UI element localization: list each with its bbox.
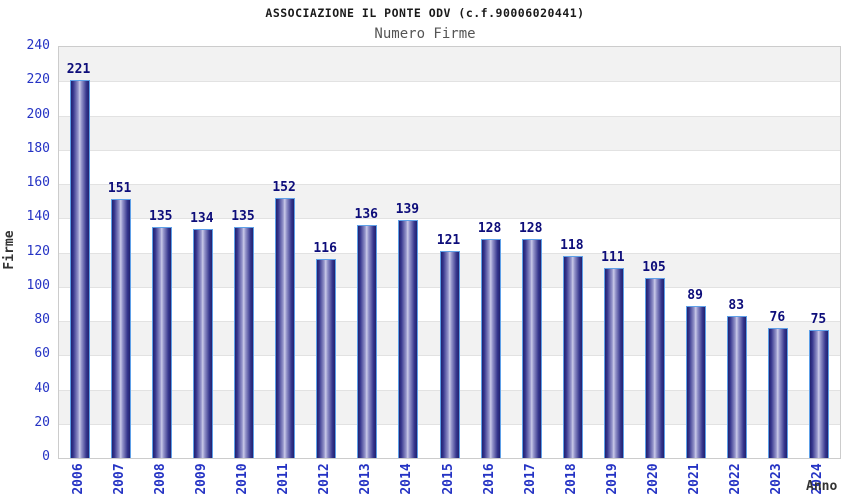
x-tick-label-2019: 2019 (604, 463, 620, 495)
x-tick-label-2015: 2015 (440, 463, 456, 495)
x-tick-label-2007: 2007 (111, 463, 127, 495)
gridline (59, 218, 840, 220)
y-tick-label: 0 (42, 449, 50, 464)
bar-2011 (275, 197, 296, 458)
x-tick-label-2017: 2017 (522, 463, 538, 495)
bar-2017 (521, 238, 542, 458)
bar-2012 (316, 259, 337, 458)
y-tick-label: 180 (26, 140, 50, 156)
grid-band (59, 218, 840, 253)
y-tick-label: 200 (26, 106, 50, 122)
bar-value-label: 136 (354, 207, 379, 223)
bar-2008 (151, 226, 172, 458)
y-tick-label: 220 (26, 72, 50, 88)
y-tick-label: 140 (26, 209, 50, 225)
gridline (59, 81, 840, 83)
x-tick-label-2013: 2013 (358, 463, 374, 495)
x-tick-label-2012: 2012 (317, 463, 333, 495)
grid-band (59, 184, 840, 219)
bar-value-label: 76 (769, 309, 786, 325)
bar-2016 (480, 238, 501, 458)
bar-2009 (192, 228, 213, 458)
chart-title: ASSOCIAZIONE IL PONTE ODV (c.f.900060204… (265, 6, 585, 20)
bar-2014 (398, 219, 419, 458)
x-tick-label-2021: 2021 (687, 463, 703, 495)
y-tick-label: 20 (34, 414, 50, 430)
x-tick-label-2014: 2014 (399, 463, 415, 495)
bar-value-label: 134 (190, 210, 214, 226)
bar-value-label: 152 (272, 179, 296, 195)
bar-2024 (809, 329, 830, 458)
grid-band (59, 115, 840, 150)
x-tick-label-2006: 2006 (70, 463, 86, 495)
bar-value-label: 135 (231, 208, 255, 224)
x-tick-label-2011: 2011 (276, 463, 292, 495)
y-tick-label: 60 (34, 346, 50, 362)
bar-2021 (686, 305, 707, 458)
x-tick-label-2010: 2010 (234, 463, 250, 495)
bar-2013 (357, 225, 378, 458)
x-tick-label-2009: 2009 (193, 463, 209, 495)
bar-value-label: 135 (149, 208, 173, 224)
y-tick-label: 120 (26, 243, 50, 259)
grid-band (59, 47, 840, 82)
bar-2018 (562, 255, 583, 458)
x-tick-label-2022: 2022 (728, 463, 744, 495)
bar-value-label: 139 (395, 201, 420, 217)
bar-value-label: 111 (601, 249, 625, 265)
bar-value-label: 128 (518, 220, 543, 236)
y-axis-title: Firme (2, 230, 17, 270)
bar-2010 (233, 226, 254, 458)
bar-2022 (727, 315, 748, 458)
y-tick-label: 160 (26, 175, 50, 190)
x-tick-label-2023: 2023 (769, 463, 785, 495)
bar-2007 (110, 199, 131, 458)
bar-value-label: 116 (313, 241, 337, 257)
x-tick-label-2008: 2008 (152, 463, 168, 495)
bar-value-label: 75 (810, 311, 827, 327)
bar-value-label: 151 (107, 181, 132, 197)
x-tick-label-2016: 2016 (481, 463, 497, 495)
bar-value-label: 105 (642, 260, 666, 276)
bar-2020 (645, 278, 666, 458)
bar-value-label: 221 (66, 61, 91, 77)
y-tick-label: 40 (34, 380, 50, 396)
gridline (59, 115, 840, 117)
plot-area (58, 46, 841, 459)
grid-band (59, 149, 840, 184)
bar-2006 (69, 79, 90, 458)
gridline (59, 184, 840, 185)
chart-subtitle: Numero Firme (374, 26, 476, 42)
y-tick-label: 80 (34, 312, 50, 327)
bar-value-label: 128 (477, 220, 502, 236)
bar-2019 (603, 267, 624, 458)
y-tick-label: 100 (26, 277, 50, 293)
bar-2015 (439, 250, 460, 458)
bar-2023 (768, 327, 789, 458)
x-axis-title: Anno (806, 479, 838, 494)
bar-value-label: 118 (560, 237, 584, 253)
bar-value-label: 89 (687, 287, 703, 303)
bar-value-label: 83 (728, 297, 745, 313)
x-tick-label-2018: 2018 (563, 463, 579, 495)
y-tick-label: 240 (26, 38, 50, 53)
x-tick-label-2020: 2020 (646, 463, 662, 495)
bar-value-label: 121 (436, 232, 461, 248)
gridline (59, 149, 840, 151)
grid-band (59, 81, 840, 116)
